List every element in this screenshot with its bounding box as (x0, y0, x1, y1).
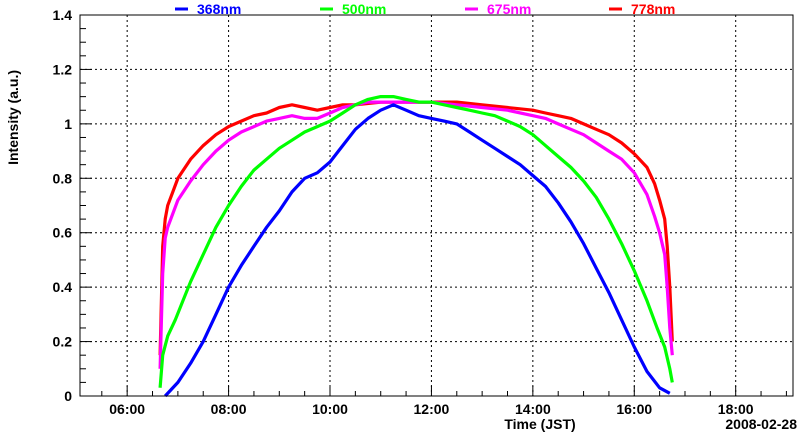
y-tick-label: 1 (64, 116, 72, 132)
series-line-500nm (158, 94, 674, 388)
y-tick-label: 0.2 (53, 334, 73, 350)
date-label: 2008-02-28 (725, 416, 797, 432)
x-tick-label: 10:00 (312, 401, 348, 417)
y-tick-label: 0.8 (53, 170, 73, 186)
x-axis-title: Time (JST) (504, 416, 575, 432)
series-line-368nm (164, 103, 671, 398)
series-line-778nm (158, 100, 674, 356)
y-axis-title: Intensity (a.u.) (5, 70, 21, 165)
legend-label-778nm: 778nm (631, 1, 675, 17)
y-tick-label: 0 (64, 388, 72, 404)
y-tick-label: 1.4 (53, 7, 73, 23)
axis-ticks: 06:00 08:00 10:00 12:00 14:00 16:00 18:00 0 0.2 0… (53, 7, 787, 417)
y-tick-label: 1.2 (53, 61, 73, 77)
x-tick-label: 06:00 (109, 401, 145, 417)
series-layer (158, 94, 674, 398)
y-tick-label: 0.6 (53, 225, 73, 241)
x-tick-label: 16:00 (616, 401, 652, 417)
x-tick-label: 18:00 (718, 401, 754, 417)
x-tick-label: 12:00 (414, 401, 450, 417)
grid (80, 15, 793, 396)
legend-label-675nm: 675nm (487, 1, 531, 17)
y-tick-label: 0.4 (53, 279, 73, 295)
series-line-675nm (158, 100, 674, 369)
legend-label-500nm: 500nm (342, 1, 386, 17)
x-tick-label: 14:00 (515, 401, 551, 417)
x-tick-label: 08:00 (211, 401, 247, 417)
legend-label-368nm: 368nm (197, 1, 241, 17)
legend: 368nm 500nm 675nm 778nm (175, 1, 675, 17)
plot-frame (79, 14, 794, 397)
